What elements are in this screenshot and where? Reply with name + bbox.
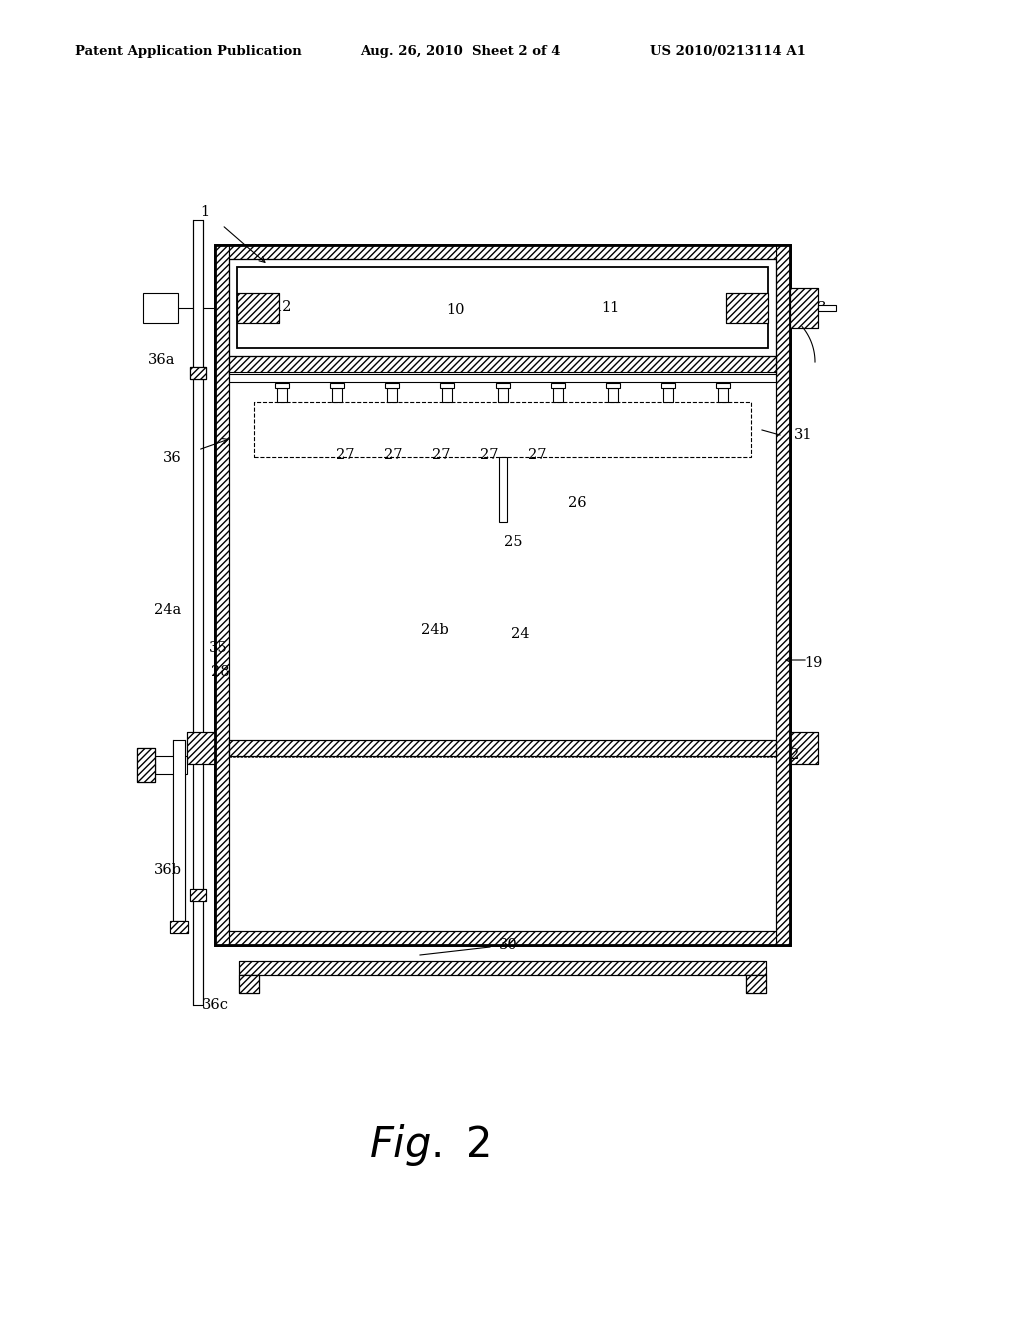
Bar [190,888,206,902]
Bar [330,383,344,388]
Bar [746,975,766,993]
Bar [385,383,399,388]
Bar [239,961,766,975]
Text: 36c: 36c [202,998,228,1012]
Bar [442,388,453,403]
Bar [237,293,279,322]
Text: 13: 13 [809,301,827,315]
Bar [239,975,259,993]
Text: Aug. 26, 2010  Sheet 2 of 4: Aug. 26, 2010 Sheet 2 of 4 [360,45,560,58]
Bar [790,288,818,327]
Bar [229,259,776,931]
Text: 2: 2 [791,748,800,762]
Text: 12: 12 [272,300,291,314]
Text: 31: 31 [794,428,812,442]
Bar [229,741,776,756]
Text: 27: 27 [480,447,499,462]
Bar [790,733,818,764]
Bar [137,748,155,781]
Text: $\mathit{Fig}$$.\ 2$: $\mathit{Fig}$$.\ 2$ [370,1122,490,1168]
Bar [170,921,188,933]
Bar [190,888,206,902]
Text: 1: 1 [201,205,210,219]
Bar [662,383,675,388]
Text: 19: 19 [804,656,822,671]
Bar [496,383,510,388]
Bar [606,383,620,388]
Text: 30: 30 [499,939,517,952]
Bar [215,246,229,945]
Bar [229,356,776,374]
Text: 24a: 24a [155,603,181,616]
Bar [746,975,766,993]
Text: 24b: 24b [421,623,449,638]
Text: 36a: 36a [148,352,176,367]
Bar [137,748,155,781]
Text: 35: 35 [209,642,227,655]
Bar [239,975,259,993]
Bar [239,975,259,993]
Bar [254,403,751,457]
Bar [553,388,563,403]
Bar [193,220,203,1005]
Text: 28: 28 [211,665,229,678]
Bar [229,741,776,756]
Bar [173,741,185,921]
Bar [137,748,155,781]
Bar [215,246,790,945]
Bar [726,293,768,322]
Text: 10: 10 [445,304,464,317]
Bar [664,388,673,403]
Text: 27: 27 [384,447,402,462]
Bar [776,246,790,945]
Bar [155,756,187,774]
Text: 27: 27 [432,447,451,462]
Bar [229,372,776,381]
Text: 37: 37 [142,300,162,314]
Bar [187,733,215,764]
Bar [332,388,342,403]
Bar [229,931,776,945]
Text: 24: 24 [511,627,529,642]
Bar [818,305,836,310]
Bar [719,388,728,403]
Bar [440,383,455,388]
Bar [229,259,776,356]
Bar [276,388,287,403]
Bar [237,267,768,348]
Bar [229,246,776,259]
Text: 27: 27 [336,447,354,462]
Bar [239,961,766,975]
Bar [726,293,768,322]
Bar [498,388,508,403]
Text: 11: 11 [601,301,620,315]
Text: 26: 26 [567,496,587,510]
Text: US 2010/0213114 A1: US 2010/0213114 A1 [650,45,806,58]
Bar [190,367,206,379]
Bar [187,733,215,764]
Bar [274,383,289,388]
Bar [746,975,766,993]
Bar [190,367,206,379]
Bar [143,293,178,322]
Bar [790,288,818,327]
Text: 27: 27 [527,447,546,462]
Bar [215,246,790,945]
Text: 25: 25 [504,535,522,549]
Bar [790,733,818,764]
Bar [170,921,188,933]
Text: Patent Application Publication: Patent Application Publication [75,45,302,58]
Bar [499,457,507,521]
Bar [608,388,617,403]
Bar [237,293,279,322]
Bar [190,367,206,379]
Text: 36b: 36b [154,863,182,876]
Text: 36: 36 [163,451,181,465]
Bar [551,383,564,388]
Bar [387,388,397,403]
Bar [229,356,776,374]
Bar [717,383,730,388]
